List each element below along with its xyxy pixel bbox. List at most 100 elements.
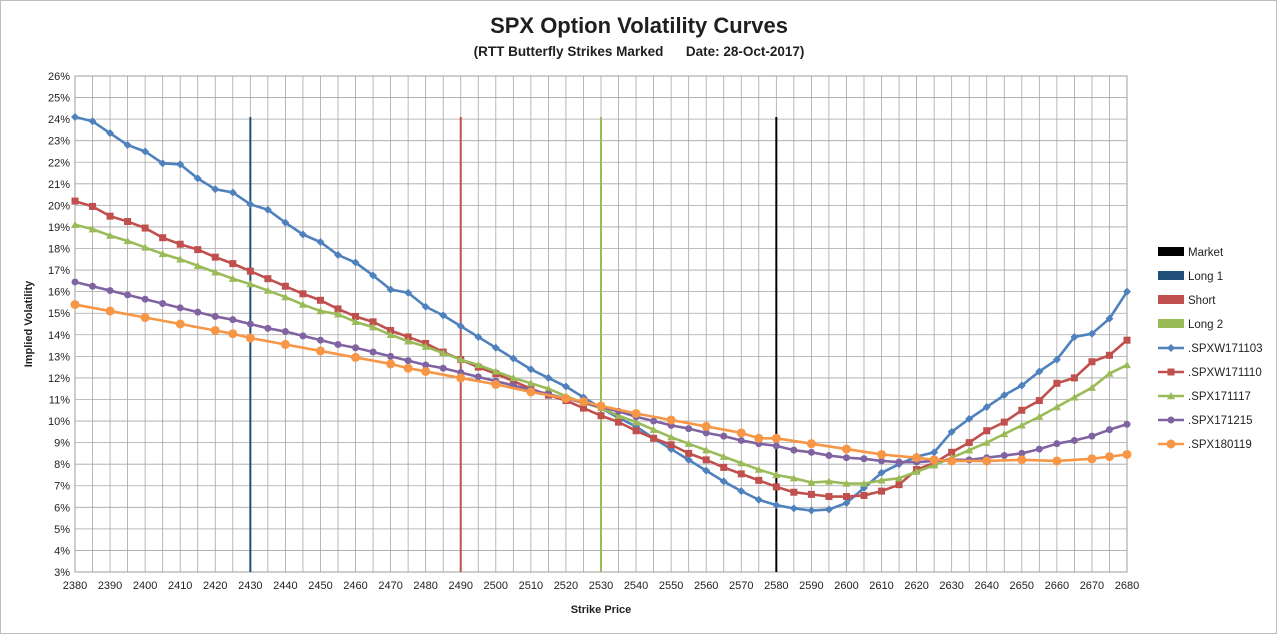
data-point (737, 459, 746, 467)
data-point (106, 212, 114, 220)
data-point (211, 253, 219, 261)
data-point (491, 367, 500, 375)
data-point (280, 339, 290, 349)
data-point (246, 320, 254, 328)
legend-item-spx171117: .SPX171117 (1158, 391, 1251, 403)
data-point (930, 448, 939, 457)
data-point (263, 286, 272, 294)
data-point (1053, 440, 1061, 448)
y-tick-label: 24% (48, 114, 70, 126)
legend: Market Long 1 Short Long 2 .SPXW171103 .SPXW1… (1158, 247, 1263, 451)
y-tick-label: 26% (48, 71, 70, 83)
data-point (841, 444, 851, 454)
x-tick-label: 2630 (939, 580, 963, 592)
legend-item-market: Market (1158, 247, 1224, 259)
data-point (456, 373, 466, 383)
data-point (421, 302, 430, 311)
data-point (825, 452, 833, 460)
data-point (649, 425, 658, 433)
data-point (526, 387, 536, 397)
data-point (1017, 421, 1026, 429)
data-point (1105, 426, 1113, 434)
data-point (176, 304, 184, 312)
data-point (334, 305, 342, 313)
data-point (404, 357, 412, 365)
data-point (264, 324, 272, 332)
data-point (1123, 336, 1131, 344)
data-point (1104, 452, 1114, 462)
data-point (666, 415, 676, 425)
data-point (1000, 452, 1008, 460)
data-point (860, 455, 868, 463)
data-point (404, 333, 412, 341)
data-point (1105, 314, 1114, 323)
legend-item-long-2: Long 2 (1158, 319, 1223, 331)
data-point (229, 316, 237, 324)
data-point (631, 408, 641, 418)
y-tick-label: 16% (48, 287, 70, 299)
data-point (386, 285, 395, 294)
series-layer (70, 112, 1132, 515)
data-point (650, 417, 658, 425)
series-spx180119 (70, 300, 1132, 466)
data-point (596, 401, 606, 411)
data-point (421, 342, 430, 350)
data-point (369, 271, 378, 280)
data-point (1035, 397, 1043, 405)
y-tick-label: 20% (48, 200, 70, 212)
strike-marker-layer (249, 116, 778, 572)
x-tick-label: 2560 (694, 580, 718, 592)
data-point (754, 465, 763, 473)
data-point (229, 260, 237, 268)
x-tick-label: 2620 (904, 580, 928, 592)
data-point (352, 312, 360, 320)
data-point (124, 291, 132, 299)
x-tick-label: 2470 (378, 580, 402, 592)
data-point (790, 488, 798, 496)
data-point (176, 240, 184, 248)
data-point (386, 330, 395, 338)
legend-swatch (1158, 295, 1184, 304)
data-point (912, 453, 922, 463)
data-point (141, 295, 149, 303)
data-point (71, 112, 79, 121)
legend-marker (1166, 439, 1176, 449)
y-tick-label: 8% (54, 459, 70, 471)
data-point (632, 418, 641, 426)
data-point (982, 403, 991, 412)
data-point (89, 282, 97, 290)
data-point (141, 243, 150, 251)
data-point (246, 200, 255, 209)
data-point (1087, 329, 1096, 338)
data-point (211, 185, 220, 194)
data-point (159, 300, 167, 308)
legend-label: Short (1188, 295, 1216, 307)
x-tick-label: 2420 (203, 580, 227, 592)
x-tick-label: 2440 (273, 580, 297, 592)
data-point (824, 505, 833, 514)
data-point (491, 379, 501, 389)
data-point (281, 293, 290, 301)
x-tick-label: 2400 (133, 580, 157, 592)
data-point (1017, 381, 1026, 390)
data-point (719, 452, 728, 460)
x-tick-label: 2550 (659, 580, 683, 592)
data-point (158, 249, 167, 258)
data-point (228, 329, 238, 339)
data-point (947, 456, 957, 466)
data-point (667, 433, 676, 441)
y-tick-label: 12% (48, 373, 70, 385)
data-point (702, 429, 710, 437)
data-point (141, 224, 149, 232)
x-tick-label: 2540 (624, 580, 648, 592)
data-point (474, 332, 483, 341)
y-tick-label: 23% (48, 136, 70, 148)
data-point (772, 483, 780, 491)
data-point (983, 427, 991, 435)
data-point (754, 433, 764, 443)
data-point (211, 268, 220, 276)
data-point (509, 377, 517, 385)
data-point (1087, 383, 1096, 391)
data-point (228, 188, 237, 197)
